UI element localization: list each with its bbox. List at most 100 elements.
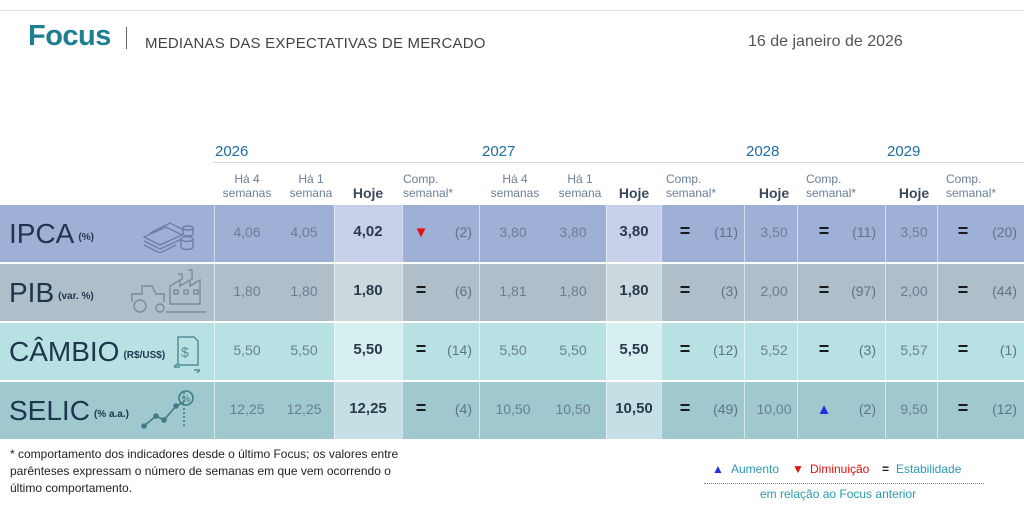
column-divider (334, 205, 335, 262)
legend-equal-label: Estabilidade (896, 462, 962, 476)
column-header-hoje: Hoje (898, 185, 930, 201)
dollar-exchange-icon: $ (172, 333, 202, 378)
hoje-column-highlight (334, 323, 402, 380)
column-header-hoje: Hoje (758, 185, 790, 201)
column-divider (885, 382, 886, 439)
column-divider (402, 205, 403, 262)
trend-equal-icon: = (679, 398, 691, 418)
column-divider (606, 323, 607, 380)
weeks-count: (12) (713, 342, 738, 358)
indicator-row: SELIC (% a.a.)% 12,25 12,25 12,25 10,50 10,50 1… (0, 382, 1024, 439)
column-divider (214, 205, 215, 262)
hoje-column-highlight (606, 323, 661, 380)
trend-equal-icon: = (679, 339, 691, 359)
column-divider (885, 264, 886, 321)
weeks-count: (11) (714, 224, 738, 240)
weeks-count: (6) (454, 283, 472, 299)
percent-growth-icon: % (140, 388, 196, 437)
column-divider (937, 323, 938, 380)
column-divider (744, 323, 745, 380)
column-header-comp: Comp. semanal* (666, 172, 736, 200)
hoje-value: 3,50 (900, 224, 928, 240)
footnote: * comportamento dos indicadores desde o … (10, 446, 398, 497)
column-divider (937, 264, 938, 321)
column-divider (402, 323, 403, 380)
column-header-line: semana (558, 186, 602, 200)
weeks-count: (11) (852, 224, 876, 240)
indicator-unit: (% a.a.) (93, 409, 129, 420)
weeks-count: (44) (992, 283, 1017, 299)
brand-separator (126, 27, 127, 49)
hoje-value: 1,80 (619, 282, 649, 299)
column-divider (661, 264, 662, 321)
column-divider (661, 205, 662, 262)
indicator-label: IPCA (%) (9, 218, 94, 250)
year-2026: 2026 (215, 143, 249, 160)
page-subtitle: MEDIANAS DAS EXPECTATIVAS DE MERCADO (145, 35, 486, 52)
column-header-hoje: Hoje (618, 185, 650, 201)
trend-equal-icon: = (957, 339, 969, 359)
hoje-column-highlight (606, 382, 661, 439)
hoje-column-highlight (334, 382, 402, 439)
column-header-hoje: Hoje (352, 185, 384, 201)
column-header-line: Há 1 (567, 172, 593, 186)
trend-equal-icon: = (818, 221, 830, 241)
column-divider (606, 264, 607, 321)
ha4-value: 12,25 (229, 401, 265, 417)
hoje-value: 9,50 (900, 401, 928, 417)
footnote-line: último comportamento. (10, 481, 133, 495)
legend-note: em relação ao Focus anterior (760, 487, 917, 501)
column-divider (797, 264, 798, 321)
column-header-line: Há 4 (502, 172, 528, 186)
column-divider (334, 382, 335, 439)
ha1-value: 10,50 (555, 401, 591, 417)
trend-equal-icon: = (679, 221, 691, 241)
report-date: 16 de janeiro de 2026 (748, 33, 903, 50)
svg-text:%: % (182, 394, 190, 404)
ha1-value: 4,05 (290, 224, 318, 240)
hoje-value: 1,80 (353, 282, 383, 299)
indicator-name: IPCA (9, 218, 75, 249)
hoje-column-highlight (606, 264, 661, 321)
indicator-label: PIB (var. %) (9, 277, 94, 309)
column-header-line: Há 4 (234, 172, 260, 186)
trend-up-icon: ▲ (816, 401, 832, 418)
column-divider (797, 323, 798, 380)
legend-up-label: Aumento (731, 462, 780, 476)
indicator-name: SELIC (9, 395, 90, 426)
column-header-line: Comp. (666, 172, 702, 186)
trend-equal-icon: = (679, 280, 691, 300)
hoje-value: 4,02 (353, 223, 383, 240)
weeks-count: (4) (454, 401, 472, 417)
column-divider (661, 323, 662, 380)
weeks-count: (14) (447, 342, 472, 358)
indicator-unit: (R$/US$) (123, 350, 166, 361)
column-header-line: semanas (222, 186, 272, 200)
ha1-value: 1,80 (559, 283, 587, 299)
column-divider (797, 382, 798, 439)
column-header-line: Há 1 (298, 172, 324, 186)
footnote-line: parênteses expressam o número de semanas… (10, 464, 391, 478)
hoje-column-highlight (606, 205, 661, 262)
indicator-row: IPCA (%) 4,06 4,05 4,02 3,80 3,80 3,80 3,50 3,50 ▼… (0, 205, 1024, 262)
hoje-column-highlight (334, 264, 402, 321)
weeks-count: (1) (999, 342, 1017, 358)
hoje-value: 10,00 (756, 401, 792, 417)
svg-text:$: $ (181, 344, 189, 360)
ha1-value: 5,50 (559, 342, 587, 358)
year-2029: 2029 (887, 143, 921, 160)
hoje-value: 10,50 (615, 400, 653, 417)
legend-equal-icon: = (882, 462, 890, 476)
weeks-count: (3) (720, 283, 738, 299)
hoje-value: 12,25 (349, 400, 387, 417)
weeks-count: (12) (992, 401, 1017, 417)
hoje-value: 2,00 (760, 283, 788, 299)
factory-tractor-icon (130, 268, 210, 319)
hoje-value: 3,80 (619, 223, 649, 240)
column-header-ha1: Há 1 semana (276, 172, 346, 200)
weeks-count: (2) (858, 401, 876, 417)
column-header-line: semana (289, 186, 333, 200)
indicator-label: SELIC (% a.a.) (9, 395, 129, 427)
column-divider (214, 382, 215, 439)
column-header-comp: Comp. semanal* (403, 172, 473, 200)
